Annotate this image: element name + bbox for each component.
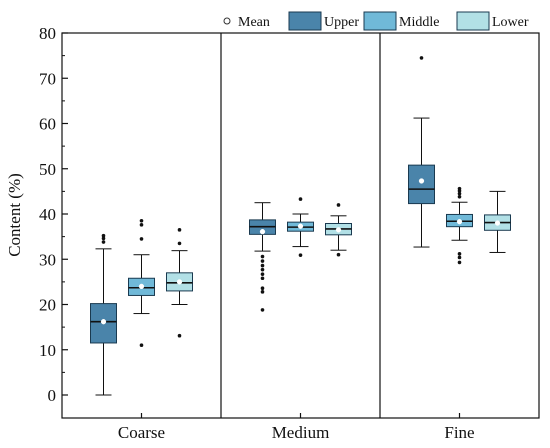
outlier-point — [260, 267, 265, 272]
y-tick-label: 50 — [39, 160, 56, 179]
legend-label-mean: Mean — [238, 15, 270, 30]
mean-marker — [456, 219, 463, 225]
mean-marker — [335, 227, 342, 233]
legend-swatch-lower — [456, 11, 490, 31]
outlier-point — [457, 191, 462, 196]
y-axis-title: Content (%) — [5, 173, 24, 257]
box-upper-medium — [249, 202, 276, 312]
mean-marker — [494, 220, 501, 226]
mean-marker — [418, 178, 425, 184]
box-lower-fine — [484, 190, 511, 253]
outlier-point — [139, 343, 144, 348]
outlier-point — [457, 186, 462, 191]
legend-label-lower: Lower — [492, 15, 529, 30]
outlier-point — [260, 272, 265, 276]
axes: 0 10 20 30 40 50 60 70 80 Coarse Medium Fine — [39, 24, 475, 442]
box-middle-coarse — [128, 218, 155, 348]
outlier-point — [139, 218, 144, 223]
box-marks — [90, 56, 511, 396]
y-tick-label: 20 — [39, 296, 56, 315]
mean-marker — [297, 223, 304, 229]
mean-marker — [259, 228, 266, 235]
box-upper-fine — [408, 56, 435, 248]
outlier-point — [260, 308, 265, 312]
y-tick-label: 0 — [48, 386, 57, 405]
y-tick-label: 30 — [39, 250, 56, 269]
outlier-point — [177, 241, 182, 246]
outlier-point — [260, 290, 265, 294]
outlier-point — [177, 228, 182, 232]
outlier-point — [457, 260, 462, 265]
outlier-point — [457, 252, 462, 256]
plot-frame — [61, 32, 540, 419]
outlier-point — [139, 223, 144, 227]
legend-marker-mean — [223, 17, 231, 25]
outlier-point — [457, 195, 462, 199]
outlier-point — [298, 197, 303, 201]
outlier-point — [336, 203, 341, 207]
y-tick-label: 10 — [39, 341, 56, 360]
x-tick-label: Fine — [444, 423, 474, 442]
y-tick-label: 40 — [39, 205, 56, 224]
box-lower-medium — [325, 203, 352, 257]
outlier-point — [101, 233, 106, 238]
outlier-point — [457, 255, 462, 260]
y-tick-label: 70 — [39, 69, 56, 88]
x-tick-label: Coarse — [118, 423, 165, 442]
outlier-point — [260, 254, 265, 259]
outlier-point — [177, 333, 182, 338]
legend-swatch-upper — [288, 11, 322, 31]
outlier-point — [139, 237, 144, 241]
legend-label-upper: Upper — [324, 15, 359, 30]
x-tick-label: Medium — [272, 423, 330, 442]
legend: Mean Upper Middle Lower — [223, 11, 529, 31]
box-middle-medium — [287, 197, 314, 257]
outlier-point — [260, 259, 265, 263]
box-middle-fine — [446, 186, 473, 265]
outlier-point — [260, 276, 265, 281]
outlier-point — [336, 252, 341, 257]
mean-marker — [100, 319, 107, 325]
outlier-point — [101, 240, 106, 244]
box-upper-coarse — [90, 233, 117, 396]
outlier-point — [419, 56, 424, 60]
box-lower-coarse — [166, 228, 193, 338]
outlier-point — [298, 253, 303, 257]
legend-label-middle: Middle — [399, 15, 439, 30]
legend-swatch-middle — [363, 11, 397, 31]
y-tick-label: 80 — [39, 24, 56, 43]
outlier-point — [101, 236, 106, 241]
mean-marker — [176, 279, 183, 285]
box-iqr — [408, 164, 435, 205]
outlier-point — [260, 263, 265, 268]
outlier-point — [260, 286, 265, 291]
y-tick-label: 60 — [39, 115, 56, 134]
mean-marker — [138, 283, 145, 290]
